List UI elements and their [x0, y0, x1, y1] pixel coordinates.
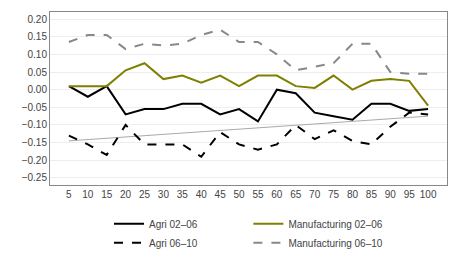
- svg-text:25: 25: [139, 189, 151, 200]
- svg-text:55: 55: [252, 189, 264, 200]
- svg-text:−0.25: −0.25: [22, 172, 48, 183]
- svg-text:0.15: 0.15: [28, 31, 48, 42]
- svg-text:75: 75: [328, 189, 340, 200]
- svg-text:0.10: 0.10: [28, 49, 48, 60]
- svg-text:100: 100: [420, 189, 437, 200]
- svg-text:65: 65: [290, 189, 302, 200]
- svg-text:−0.20: −0.20: [22, 155, 48, 166]
- svg-text:70: 70: [309, 189, 321, 200]
- svg-text:5: 5: [66, 189, 72, 200]
- svg-text:95: 95: [404, 189, 416, 200]
- svg-text:Agri 06–10: Agri 06–10: [149, 238, 198, 249]
- svg-text:45: 45: [215, 189, 227, 200]
- svg-text:60: 60: [271, 189, 283, 200]
- svg-text:10: 10: [82, 189, 94, 200]
- svg-text:80: 80: [347, 189, 359, 200]
- svg-text:85: 85: [366, 189, 378, 200]
- svg-text:0.05: 0.05: [28, 67, 48, 78]
- svg-text:40: 40: [196, 189, 208, 200]
- svg-text:Agri 02–06: Agri 02–06: [149, 219, 198, 230]
- svg-text:−0.05: −0.05: [22, 102, 48, 113]
- svg-text:15: 15: [101, 189, 113, 200]
- svg-text:Manufacturing 06–10: Manufacturing 06–10: [288, 238, 382, 249]
- svg-text:−0.15: −0.15: [22, 137, 48, 148]
- svg-text:Manufacturing 02–06: Manufacturing 02–06: [288, 219, 382, 230]
- svg-text:90: 90: [385, 189, 397, 200]
- svg-text:−0.10: −0.10: [22, 119, 48, 130]
- svg-text:20: 20: [120, 189, 132, 200]
- svg-text:50: 50: [233, 189, 245, 200]
- svg-text:0.20: 0.20: [28, 14, 48, 25]
- svg-text:0.00: 0.00: [28, 84, 48, 95]
- svg-text:35: 35: [177, 189, 189, 200]
- svg-text:30: 30: [158, 189, 170, 200]
